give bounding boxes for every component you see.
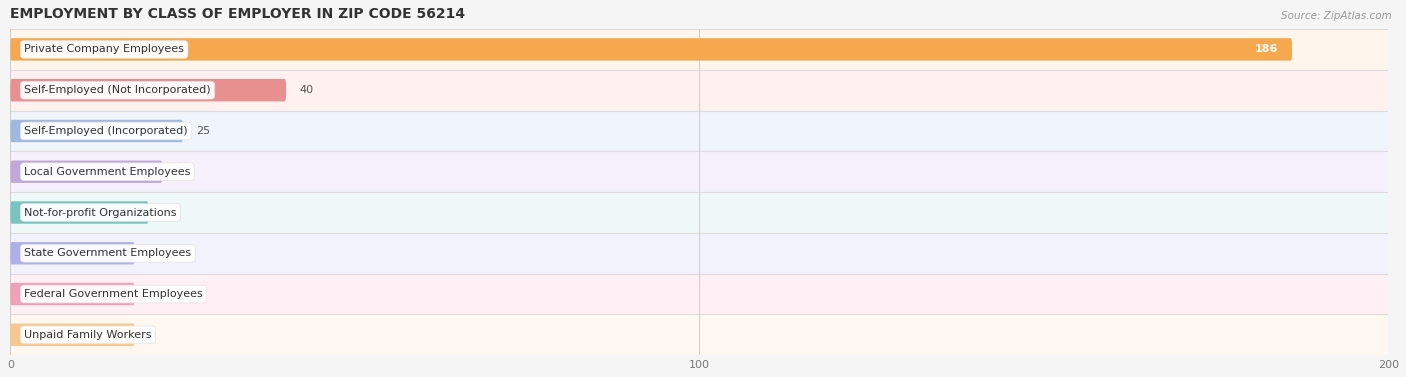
Circle shape [13, 246, 15, 261]
Text: State Government Employees: State Government Employees [24, 248, 191, 258]
FancyBboxPatch shape [10, 161, 162, 183]
FancyBboxPatch shape [10, 201, 148, 224]
Circle shape [13, 42, 15, 57]
FancyBboxPatch shape [10, 323, 135, 346]
Text: Federal Government Employees: Federal Government Employees [24, 289, 202, 299]
FancyBboxPatch shape [10, 242, 135, 265]
Text: 0: 0 [148, 330, 155, 340]
Text: Not-for-profit Organizations: Not-for-profit Organizations [24, 207, 177, 218]
Text: Unpaid Family Workers: Unpaid Family Workers [24, 330, 152, 340]
Circle shape [13, 328, 15, 342]
Circle shape [13, 205, 15, 220]
Text: 22: 22 [176, 167, 190, 177]
FancyBboxPatch shape [10, 283, 135, 305]
Text: 3: 3 [148, 289, 155, 299]
Text: Source: ZipAtlas.com: Source: ZipAtlas.com [1281, 11, 1392, 21]
Text: Private Company Employees: Private Company Employees [24, 44, 184, 54]
Circle shape [13, 287, 15, 301]
Circle shape [13, 164, 15, 179]
FancyBboxPatch shape [10, 38, 1292, 61]
Text: Self-Employed (Not Incorporated): Self-Employed (Not Incorporated) [24, 85, 211, 95]
Bar [10, 151, 1389, 192]
Bar [10, 274, 1389, 314]
Bar [10, 70, 1389, 110]
Text: 40: 40 [299, 85, 314, 95]
Bar [10, 29, 1389, 70]
Bar [10, 233, 1389, 274]
Bar [10, 192, 1389, 233]
Text: EMPLOYMENT BY CLASS OF EMPLOYER IN ZIP CODE 56214: EMPLOYMENT BY CLASS OF EMPLOYER IN ZIP C… [10, 7, 465, 21]
Bar [10, 110, 1389, 151]
Text: 186: 186 [1256, 44, 1278, 54]
Text: 10: 10 [148, 248, 162, 258]
Circle shape [13, 83, 15, 98]
Text: 20: 20 [162, 207, 176, 218]
Text: Self-Employed (Incorporated): Self-Employed (Incorporated) [24, 126, 188, 136]
Text: Local Government Employees: Local Government Employees [24, 167, 191, 177]
Circle shape [13, 124, 15, 138]
FancyBboxPatch shape [10, 79, 285, 101]
FancyBboxPatch shape [10, 120, 183, 142]
Text: 25: 25 [197, 126, 211, 136]
Bar [10, 314, 1389, 355]
